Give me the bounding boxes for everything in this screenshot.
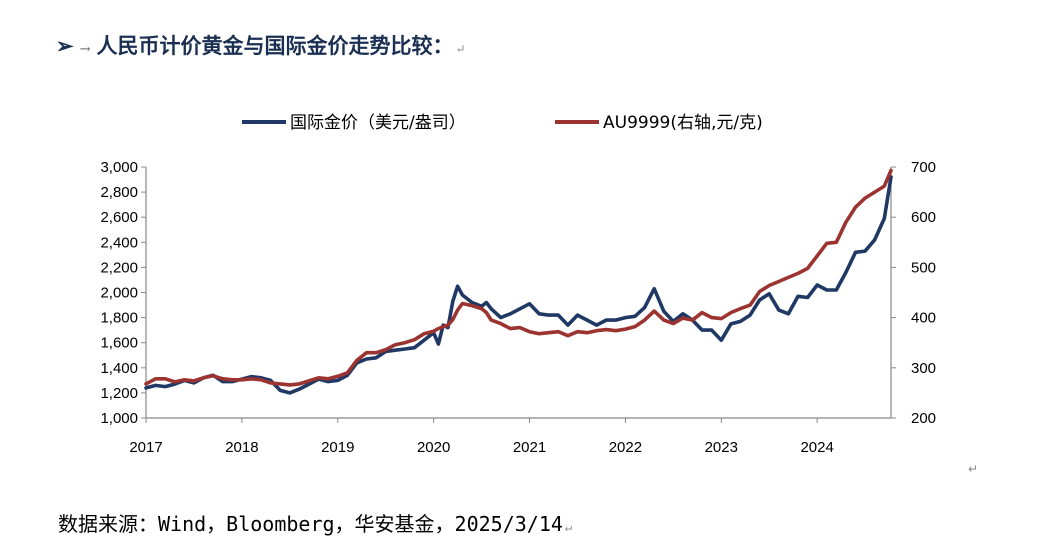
y-right-tick-label: 200 (911, 410, 936, 427)
y-left-tick-label: 1,000 (100, 410, 138, 427)
y-left-tick-label: 3,000 (100, 159, 138, 176)
x-tick-label: 2019 (321, 439, 354, 456)
source-note: 数据来源：Wind，Bloomberg，华安基金，2025/3/14 ↵ (58, 508, 572, 537)
paragraph-mark: ↵ (564, 520, 573, 534)
bullet-arrow-icon: ➢ (56, 33, 74, 58)
y-left-tick-label: 1,200 (100, 385, 138, 402)
y-left-tick-label: 2,800 (100, 184, 138, 201)
y-right-tick-label: 700 (911, 159, 936, 176)
chart-heading: ➢ → 人民币计价黄金与国际金价走势比较： ↵ (56, 30, 466, 60)
y-right-tick-label: 600 (911, 209, 936, 226)
paragraph-mark: ↵ (968, 462, 979, 476)
legend-label-intl: 国际金价（美元/盎司） (290, 113, 466, 133)
y-right-tick-label: 500 (911, 259, 936, 276)
legend-label-au9999: AU9999(右轴,元/克) (603, 113, 763, 133)
series-line-au9999 (144, 168, 893, 387)
x-tick-label: 2017 (129, 439, 162, 456)
y-left-tick-label: 1,400 (100, 360, 138, 377)
chart-title: 人民币计价黄金与国际金价走势比较： (96, 33, 454, 58)
y-left-tick-label: 2,200 (100, 259, 138, 276)
x-tick-label: 2021 (513, 439, 546, 456)
y-left-tick-label: 2,000 (100, 285, 138, 302)
y-right-tick-label: 400 (911, 310, 936, 327)
x-tick-label: 2024 (800, 439, 833, 456)
chart-legend: 国际金价（美元/盎司） AU9999(右轴,元/克) (242, 113, 763, 133)
y-left-tick-label: 1,600 (100, 335, 138, 352)
x-tick-label: 2020 (417, 439, 450, 456)
series-line-intl (144, 175, 893, 395)
y-right-tick-label: 300 (911, 360, 936, 377)
paragraph-mark: ↵ (455, 42, 466, 56)
x-tick-label: 2023 (705, 439, 738, 456)
y-left-tick-label: 2,400 (100, 234, 138, 251)
tab-arrow-mark: → (79, 42, 91, 57)
x-tick-label: 2018 (225, 439, 258, 456)
source-text: 数据来源：Wind，Bloomberg，华安基金，2025/3/14 (58, 512, 563, 536)
y-left-tick-label: 1,800 (100, 310, 138, 327)
y-left-tick-label: 2,600 (100, 209, 138, 226)
x-tick-label: 2022 (609, 439, 642, 456)
